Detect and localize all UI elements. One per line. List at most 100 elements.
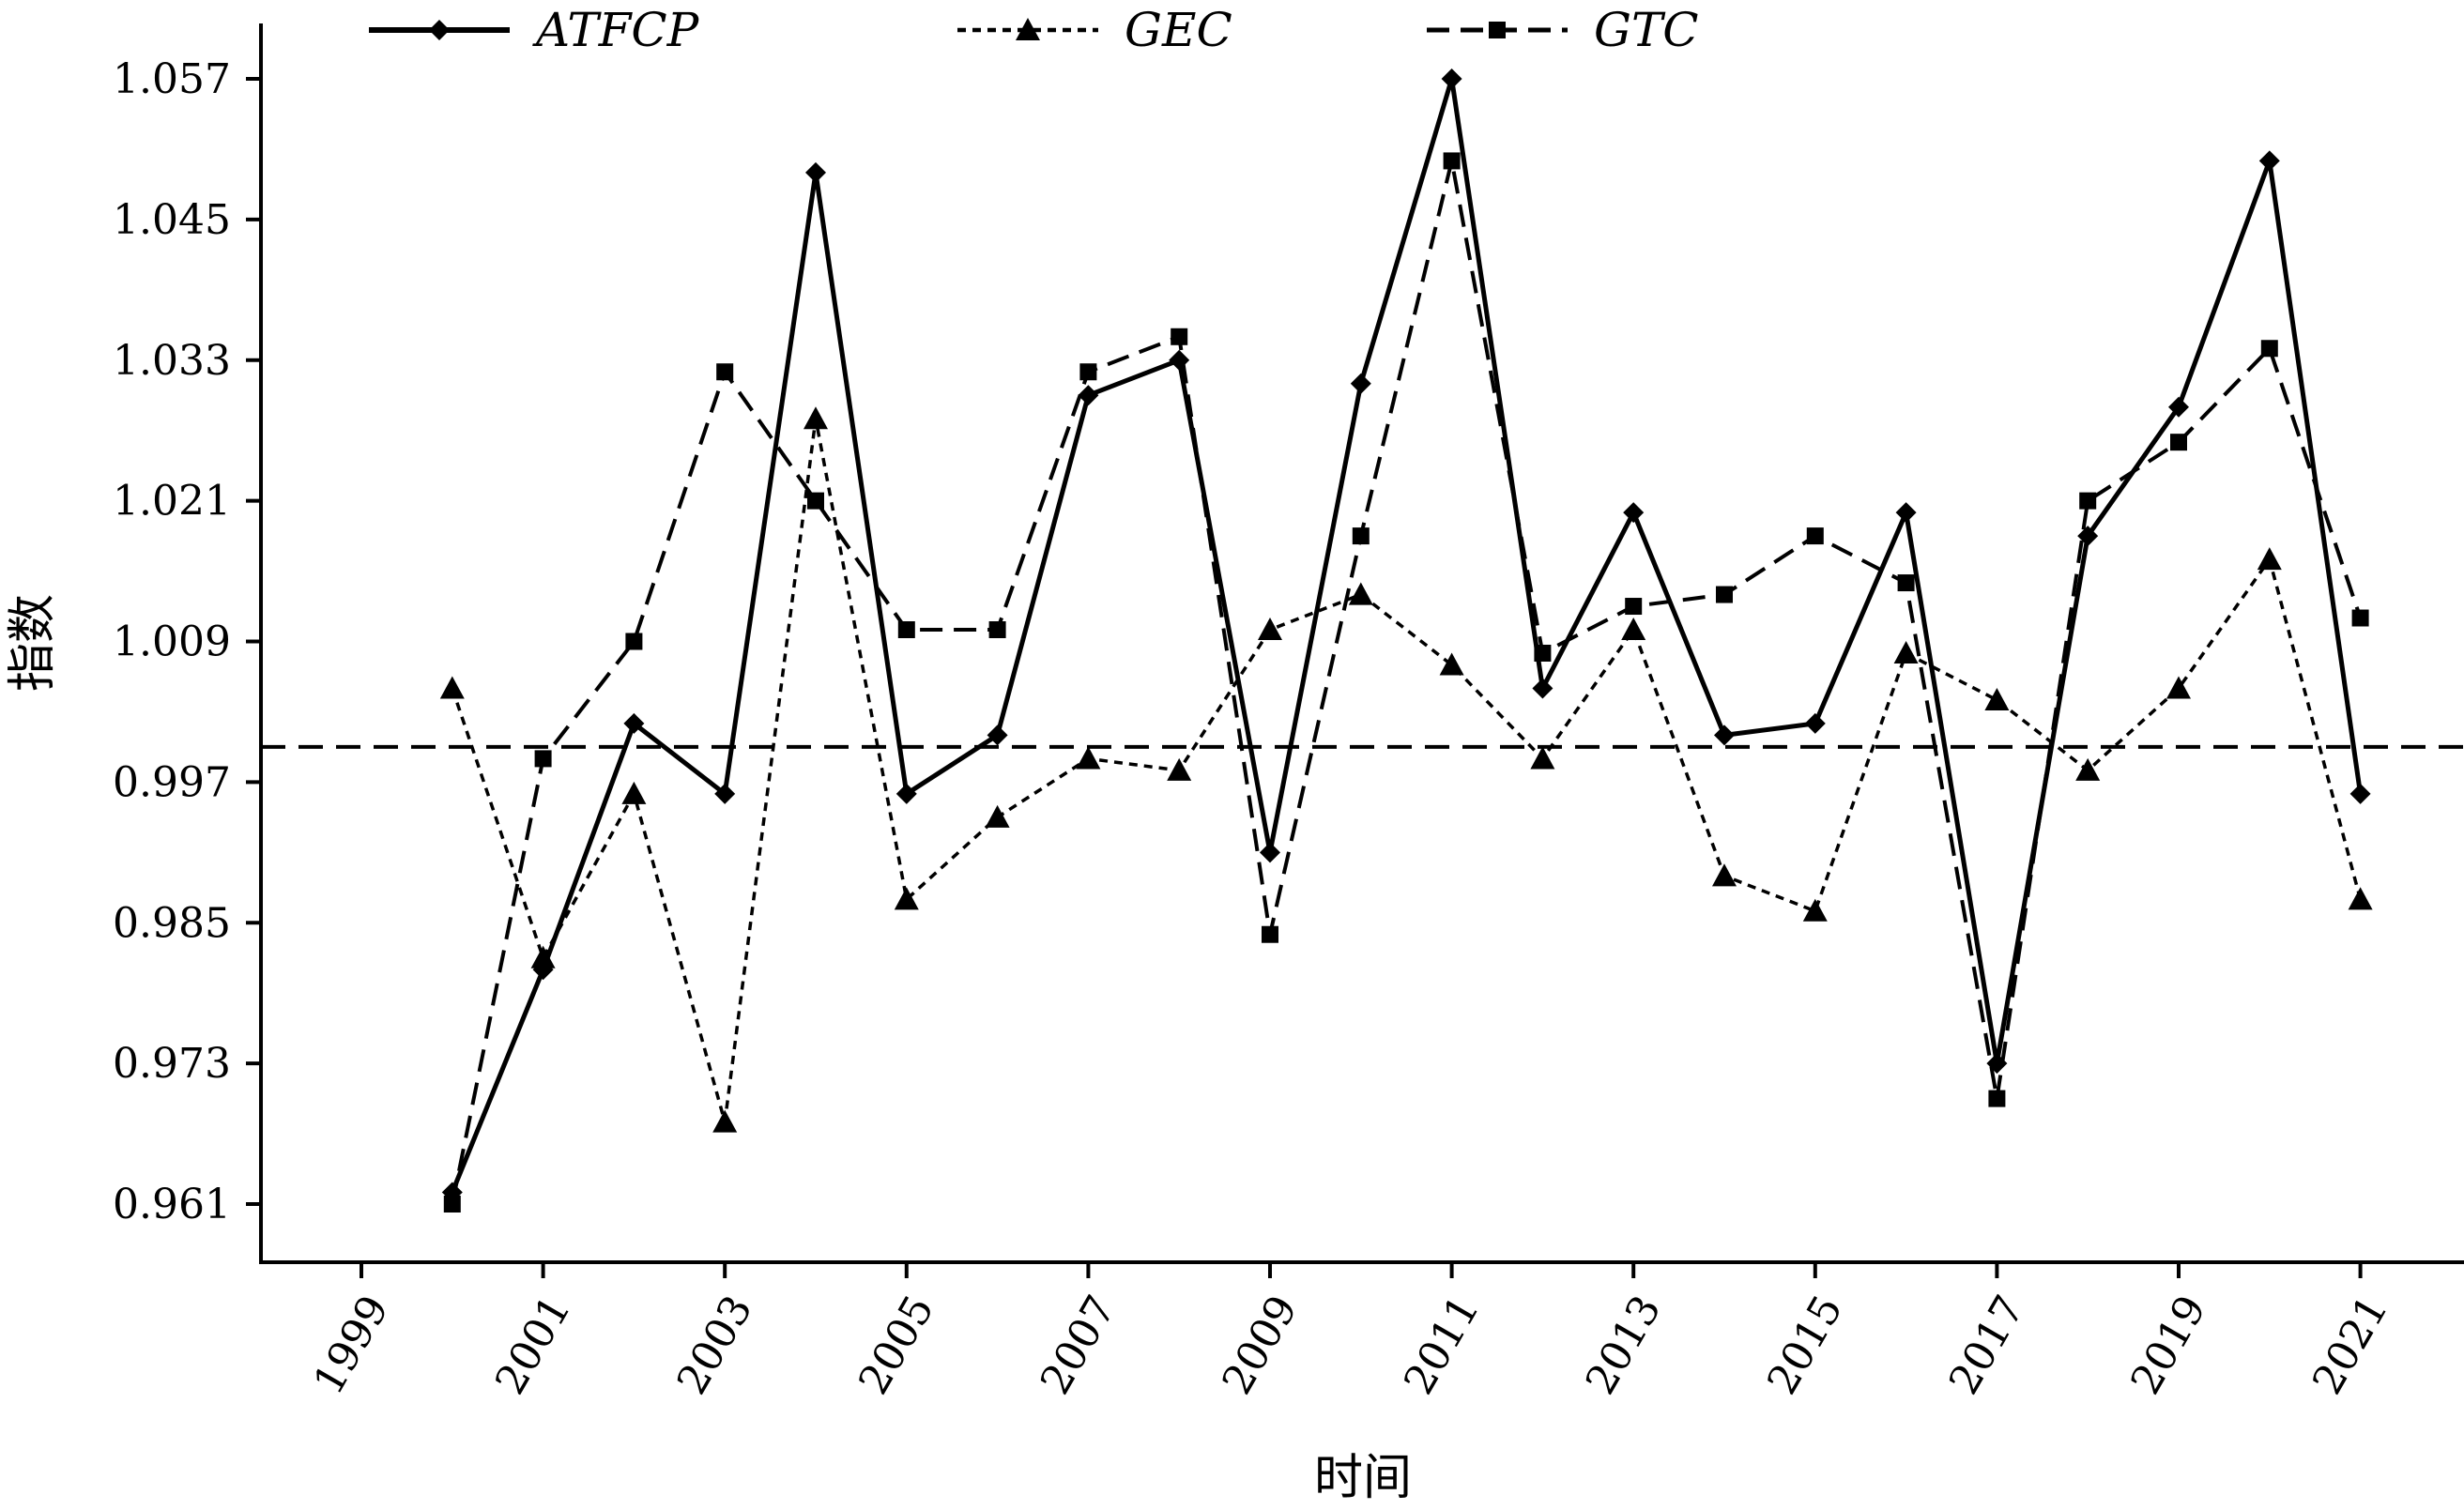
y-tick-label: 0.961 xyxy=(113,1181,231,1228)
data-point-gtc xyxy=(1262,925,1278,943)
y-tick-label: 1.009 xyxy=(113,618,231,666)
legend-marker-atfcp xyxy=(429,20,450,40)
data-point-gec xyxy=(1076,746,1101,770)
series-line-atfcp xyxy=(450,76,2364,1194)
data-point-gec xyxy=(2348,887,2373,910)
data-point-atfcp xyxy=(1986,1053,2008,1075)
data-point-gtc xyxy=(1079,363,1097,381)
data-point-atfcp xyxy=(1078,385,1099,406)
legend: ATFCP GEC GTC xyxy=(369,3,1699,57)
x-tick-label: 2013 xyxy=(1577,1288,1671,1402)
y-tick-label: 0.985 xyxy=(113,899,231,947)
series-line-gtc xyxy=(450,159,2363,1205)
data-point-gec xyxy=(1348,582,1373,605)
data-point-atfcp xyxy=(2349,783,2371,804)
y-axis-title: 指数 xyxy=(5,594,61,692)
data-point-gtc xyxy=(2351,609,2369,627)
data-point-atfcp xyxy=(623,712,645,734)
data-point-atfcp xyxy=(714,783,736,804)
data-point-atfcp xyxy=(441,1182,463,1203)
x-tick-label: 2017 xyxy=(1940,1288,2034,1402)
data-point-gtc xyxy=(1897,574,1915,592)
data-point-atfcp xyxy=(1441,69,1462,89)
x-tick-label: 2009 xyxy=(1213,1288,1307,1402)
legend-label-gec: GEC xyxy=(1125,3,1232,57)
data-point-gtc xyxy=(1806,527,1824,545)
data-point-gtc xyxy=(1171,328,1188,345)
data-point-atfcp xyxy=(2168,396,2189,418)
data-point-gtc xyxy=(1443,152,1461,170)
axes xyxy=(259,23,2464,1264)
x-tick-label: 2003 xyxy=(668,1288,762,1402)
data-point-atfcp xyxy=(1532,678,1553,699)
series-line-gec xyxy=(451,417,2363,1124)
data-point-gec xyxy=(1621,618,1646,641)
x-tick-label: 2019 xyxy=(2121,1288,2215,1402)
legend-label-atfcp: ATFCP xyxy=(532,3,700,57)
x-ticks: 1999 2001 2003 2005 2007 2009 2011 2013 2015 2017… xyxy=(304,1262,2397,1402)
data-point-atfcp xyxy=(1714,724,1735,746)
data-point-gec xyxy=(1984,687,2010,710)
x-tick-label: 2005 xyxy=(849,1288,943,1402)
y-tick-label: 0.997 xyxy=(113,758,231,806)
data-point-gec xyxy=(2257,547,2282,571)
data-point-gtc xyxy=(443,1196,461,1213)
data-point-gec xyxy=(1439,652,1464,676)
data-point-gec xyxy=(1530,746,1555,770)
data-point-gec xyxy=(2075,757,2101,781)
data-point-atfcp xyxy=(1260,842,1280,863)
data-point-atfcp xyxy=(1350,373,1371,394)
data-point-gtc xyxy=(2079,492,2097,510)
data-point-atfcp xyxy=(1623,502,1645,524)
y-tick-label: 1.033 xyxy=(113,337,231,385)
data-point-atfcp xyxy=(895,783,917,804)
data-point-gtc xyxy=(897,621,915,639)
y-tick-label: 1.021 xyxy=(113,478,231,526)
data-point-gtc xyxy=(716,363,734,381)
data-point-gec xyxy=(1258,618,1282,641)
data-point-gtc xyxy=(2170,434,2187,451)
data-point-gtc xyxy=(1988,1090,2006,1107)
data-point-gtc xyxy=(625,633,643,650)
data-point-gec xyxy=(803,406,828,430)
series-gtc xyxy=(443,152,2369,1213)
legend-item-atfcp: ATFCP xyxy=(369,3,700,57)
series xyxy=(439,69,2373,1213)
data-point-gec xyxy=(1167,757,1192,781)
data-point-gec xyxy=(530,945,556,969)
x-tick-label: 2001 xyxy=(486,1288,580,1402)
data-point-gec xyxy=(712,1109,738,1133)
data-point-gtc xyxy=(988,621,1006,639)
y-ticks: 0.961 0.973 0.985 0.997 1.009 1.021 1.033 1.045… xyxy=(113,55,261,1228)
data-point-gtc xyxy=(807,492,824,510)
data-point-atfcp xyxy=(1169,349,1190,371)
data-point-gtc xyxy=(1625,598,1643,616)
legend-item-gec: GEC xyxy=(957,3,1232,57)
data-point-atfcp xyxy=(532,959,554,981)
data-point-gtc xyxy=(2260,340,2278,358)
data-point-gec xyxy=(1712,863,1737,887)
data-point-gtc xyxy=(534,750,552,768)
legend-marker-gec xyxy=(1016,18,1040,41)
x-tick-label: 2021 xyxy=(2303,1288,2397,1402)
legend-marker-gtc xyxy=(1489,22,1506,38)
data-point-atfcp xyxy=(987,724,1008,746)
y-tick-label: 1.045 xyxy=(113,196,231,244)
series-atfcp xyxy=(441,69,2371,1203)
x-tick-label: 1999 xyxy=(304,1288,398,1402)
x-axis-title: 时间 xyxy=(1314,1450,1412,1506)
data-point-atfcp xyxy=(2077,526,2099,547)
legend-label-gtc: GTC xyxy=(1594,3,1699,57)
data-point-gec xyxy=(1893,640,1919,664)
x-tick-label: 2011 xyxy=(1395,1288,1489,1402)
data-point-gec xyxy=(621,781,647,804)
x-tick-label: 2007 xyxy=(1032,1288,1125,1402)
series-gec xyxy=(439,406,2373,1133)
data-point-gtc xyxy=(1352,527,1370,545)
x-tick-label: 2015 xyxy=(1758,1288,1852,1402)
data-point-gec xyxy=(2166,676,2191,699)
y-tick-label: 1.057 xyxy=(113,55,231,103)
data-point-gec xyxy=(894,887,919,910)
data-point-gec xyxy=(1802,898,1828,922)
